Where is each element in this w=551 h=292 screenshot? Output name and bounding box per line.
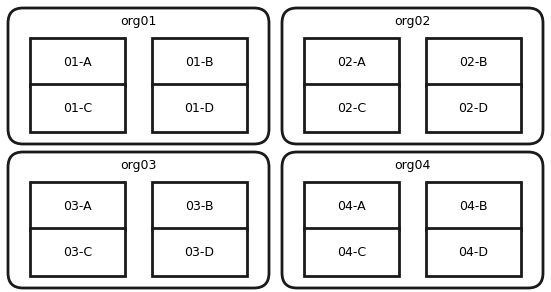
Text: 04-B: 04-B	[459, 199, 488, 213]
FancyBboxPatch shape	[304, 228, 399, 276]
FancyBboxPatch shape	[30, 182, 125, 230]
FancyBboxPatch shape	[8, 152, 269, 288]
Text: 01-A: 01-A	[63, 55, 92, 69]
Text: 02-B: 02-B	[459, 55, 488, 69]
Text: 03-D: 03-D	[185, 246, 214, 258]
FancyBboxPatch shape	[282, 8, 543, 144]
Text: 02-A: 02-A	[337, 55, 366, 69]
FancyBboxPatch shape	[8, 8, 269, 144]
Text: 03-B: 03-B	[185, 199, 214, 213]
FancyBboxPatch shape	[152, 38, 247, 86]
Text: 01-D: 01-D	[185, 102, 214, 114]
Text: org04: org04	[395, 159, 431, 173]
FancyBboxPatch shape	[152, 228, 247, 276]
FancyBboxPatch shape	[304, 84, 399, 132]
FancyBboxPatch shape	[426, 228, 521, 276]
Text: 03-A: 03-A	[63, 199, 92, 213]
Text: 01-C: 01-C	[63, 102, 92, 114]
FancyBboxPatch shape	[30, 228, 125, 276]
Text: 02-D: 02-D	[458, 102, 489, 114]
FancyBboxPatch shape	[30, 84, 125, 132]
FancyBboxPatch shape	[426, 38, 521, 86]
FancyBboxPatch shape	[30, 38, 125, 86]
Text: org03: org03	[120, 159, 156, 173]
Text: 04-D: 04-D	[458, 246, 489, 258]
FancyBboxPatch shape	[304, 182, 399, 230]
Text: org01: org01	[120, 15, 156, 29]
FancyBboxPatch shape	[152, 182, 247, 230]
Text: 01-B: 01-B	[185, 55, 214, 69]
FancyBboxPatch shape	[282, 152, 543, 288]
Text: 04-C: 04-C	[337, 246, 366, 258]
Text: 02-C: 02-C	[337, 102, 366, 114]
Text: 04-A: 04-A	[337, 199, 366, 213]
FancyBboxPatch shape	[426, 84, 521, 132]
Text: org02: org02	[395, 15, 431, 29]
Text: 03-C: 03-C	[63, 246, 92, 258]
FancyBboxPatch shape	[426, 182, 521, 230]
FancyBboxPatch shape	[304, 38, 399, 86]
FancyBboxPatch shape	[152, 84, 247, 132]
